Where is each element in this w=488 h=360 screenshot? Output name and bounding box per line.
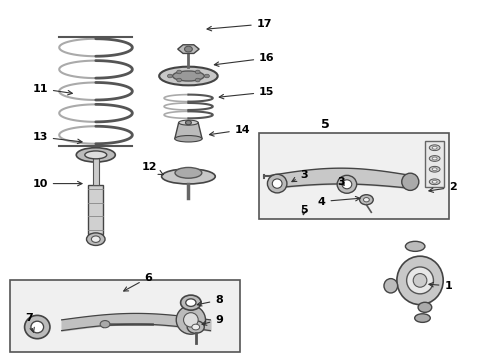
Ellipse shape	[86, 233, 105, 246]
Ellipse shape	[185, 299, 196, 306]
Text: 2: 2	[428, 182, 456, 192]
Circle shape	[204, 74, 209, 78]
Ellipse shape	[159, 67, 217, 85]
Ellipse shape	[383, 279, 397, 293]
Ellipse shape	[187, 321, 204, 333]
Text: 16: 16	[214, 53, 274, 66]
Ellipse shape	[428, 179, 439, 185]
Text: 7: 7	[25, 313, 34, 332]
Ellipse shape	[183, 313, 198, 327]
Text: 13: 13	[32, 132, 82, 144]
Circle shape	[185, 121, 191, 125]
Ellipse shape	[406, 267, 432, 294]
Text: 8: 8	[197, 295, 223, 306]
FancyBboxPatch shape	[88, 185, 103, 234]
Ellipse shape	[176, 306, 205, 334]
Ellipse shape	[76, 148, 115, 162]
Ellipse shape	[428, 145, 439, 150]
Circle shape	[195, 78, 200, 82]
Ellipse shape	[431, 146, 436, 149]
Text: 9: 9	[202, 315, 223, 325]
Ellipse shape	[24, 315, 50, 339]
Ellipse shape	[359, 195, 372, 205]
FancyBboxPatch shape	[93, 157, 99, 185]
Ellipse shape	[431, 157, 436, 160]
Ellipse shape	[405, 241, 424, 251]
Ellipse shape	[336, 175, 356, 193]
Ellipse shape	[414, 314, 429, 322]
Circle shape	[176, 70, 181, 74]
Ellipse shape	[161, 169, 215, 184]
Text: 11: 11	[32, 84, 72, 95]
Circle shape	[176, 78, 181, 82]
Ellipse shape	[401, 173, 418, 190]
Polygon shape	[174, 123, 202, 139]
Ellipse shape	[412, 274, 426, 287]
Text: 4: 4	[317, 197, 359, 207]
Text: 15: 15	[219, 87, 274, 99]
Ellipse shape	[175, 167, 202, 178]
Ellipse shape	[174, 135, 202, 142]
Ellipse shape	[363, 198, 368, 202]
Ellipse shape	[396, 256, 442, 305]
Text: 14: 14	[209, 125, 250, 136]
Circle shape	[184, 46, 192, 52]
Circle shape	[195, 70, 200, 74]
Text: 10: 10	[32, 179, 82, 189]
Text: 5: 5	[321, 118, 329, 131]
Ellipse shape	[191, 324, 199, 330]
Ellipse shape	[178, 120, 198, 125]
Ellipse shape	[417, 302, 431, 312]
Ellipse shape	[431, 180, 436, 183]
Ellipse shape	[31, 321, 43, 333]
Text: 17: 17	[206, 19, 272, 31]
Ellipse shape	[172, 71, 204, 81]
Ellipse shape	[267, 174, 286, 193]
Text: 12: 12	[142, 162, 163, 175]
Text: 5: 5	[300, 206, 307, 216]
Ellipse shape	[428, 166, 439, 172]
Text: 3: 3	[291, 170, 307, 181]
Circle shape	[100, 320, 110, 328]
Text: 1: 1	[428, 281, 451, 291]
FancyBboxPatch shape	[259, 134, 448, 220]
Text: 3: 3	[336, 177, 344, 187]
Text: 6: 6	[123, 273, 152, 291]
Ellipse shape	[84, 151, 106, 159]
Ellipse shape	[91, 236, 100, 242]
FancyBboxPatch shape	[424, 140, 444, 187]
Ellipse shape	[431, 168, 436, 171]
Ellipse shape	[341, 180, 351, 189]
Circle shape	[167, 74, 172, 78]
FancyBboxPatch shape	[10, 280, 239, 352]
Polygon shape	[177, 45, 199, 53]
Ellipse shape	[272, 179, 282, 188]
Ellipse shape	[180, 295, 201, 310]
Ellipse shape	[428, 156, 439, 161]
